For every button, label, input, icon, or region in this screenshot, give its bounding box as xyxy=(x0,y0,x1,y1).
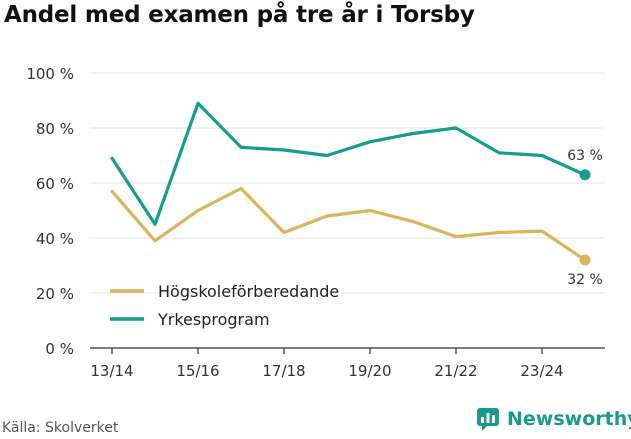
series-lines: 32 % 63 % xyxy=(110,101,603,288)
y-tick-label: 100 % xyxy=(26,65,74,83)
series-end-point xyxy=(579,254,591,266)
series-end-point xyxy=(579,169,591,181)
x-tick-label: 23/24 xyxy=(520,362,563,380)
brand-logo: Newsworthy xyxy=(476,407,631,431)
y-tick-label: 80 % xyxy=(36,120,74,138)
x-tick-label: 13/14 xyxy=(90,362,133,380)
series-line-1 xyxy=(110,101,587,226)
chart-title: Andel med examen på tre år i Torsby xyxy=(4,2,475,28)
brand-name: Newsworthy xyxy=(507,408,631,430)
x-tick-label: 15/16 xyxy=(176,362,219,380)
y-tick-label: 0 % xyxy=(45,340,74,358)
source-note: Källa: Skolverket xyxy=(2,420,119,436)
legend-label: Yrkesprogram xyxy=(157,310,270,329)
series-line-0 xyxy=(110,186,587,262)
legend: Högskoleförberedande Yrkesprogram xyxy=(110,282,339,329)
x-axis: 13/14 15/16 17/18 19/20 21/22 23/24 xyxy=(90,347,605,380)
y-tick-label: 40 % xyxy=(36,230,74,248)
gridlines xyxy=(90,72,605,294)
y-axis-ticks: 0 % 20 % 40 % 60 % 80 % 100 % xyxy=(26,65,74,358)
y-tick-label: 60 % xyxy=(36,175,74,193)
newsworthy-logo-icon xyxy=(477,408,499,431)
x-tick-label: 21/22 xyxy=(434,362,477,380)
y-tick-label: 20 % xyxy=(36,285,74,303)
x-tick-label: 19/20 xyxy=(348,362,391,380)
x-tick-label: 17/18 xyxy=(262,362,305,380)
end-value-label: 32 % xyxy=(567,272,603,288)
end-value-label: 63 % xyxy=(567,148,603,164)
legend-label: Högskoleförberedande xyxy=(158,282,339,301)
